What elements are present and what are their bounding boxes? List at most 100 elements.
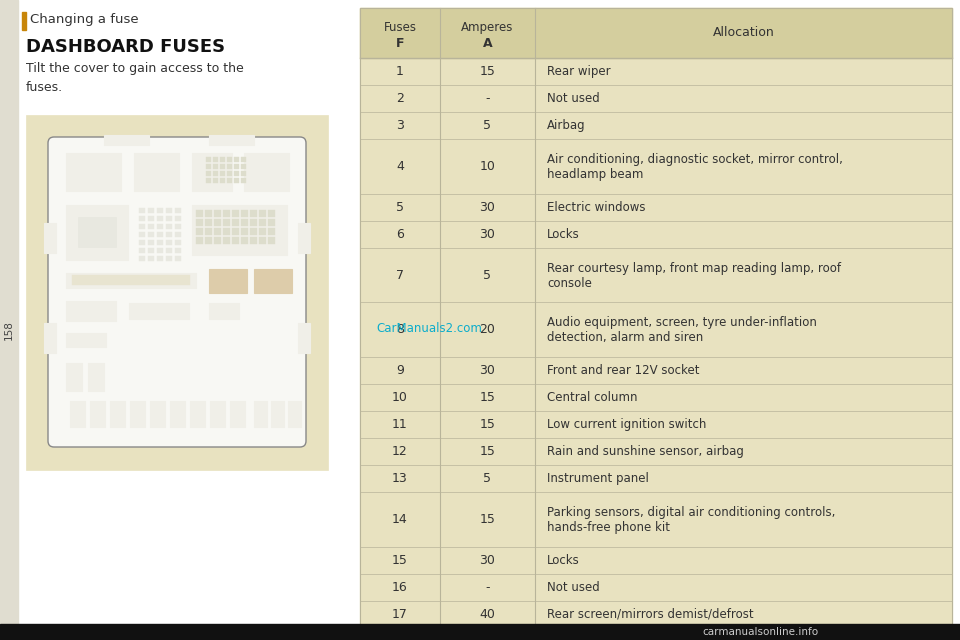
Bar — [360, 8, 952, 628]
Bar — [157, 240, 163, 245]
Text: 30: 30 — [480, 554, 495, 566]
Bar — [148, 224, 154, 229]
Text: 1: 1 — [396, 65, 404, 78]
Bar — [259, 228, 266, 235]
Bar — [205, 237, 212, 244]
Bar — [206, 157, 211, 162]
Bar — [66, 333, 106, 347]
Bar — [250, 228, 257, 235]
Bar — [139, 216, 145, 221]
Bar — [227, 157, 232, 162]
Bar — [241, 219, 248, 226]
Text: 15: 15 — [480, 418, 495, 431]
Bar — [220, 178, 225, 183]
Bar — [148, 240, 154, 245]
Bar — [227, 171, 232, 176]
Bar — [175, 232, 181, 237]
Bar — [148, 256, 154, 261]
Bar — [232, 219, 239, 226]
Text: headlamp beam: headlamp beam — [547, 168, 643, 181]
Bar — [214, 210, 221, 217]
Bar — [254, 269, 292, 293]
Bar — [166, 248, 172, 253]
Bar — [150, 401, 165, 427]
Text: 15: 15 — [392, 554, 408, 566]
Bar — [175, 248, 181, 253]
Bar — [166, 240, 172, 245]
Bar — [166, 232, 172, 237]
Bar — [209, 269, 247, 293]
Text: 30: 30 — [480, 228, 495, 241]
Bar — [175, 224, 181, 229]
Bar — [175, 208, 181, 213]
Bar — [166, 208, 172, 213]
Bar — [213, 171, 218, 176]
Bar — [129, 303, 189, 319]
Text: Air conditioning, diagnostic socket, mirror control,: Air conditioning, diagnostic socket, mir… — [547, 153, 843, 166]
Text: A: A — [483, 37, 492, 50]
Bar — [148, 232, 154, 237]
Bar — [241, 210, 248, 217]
Text: 12: 12 — [392, 445, 408, 458]
Bar — [234, 164, 239, 169]
Bar — [139, 256, 145, 261]
Bar — [166, 224, 172, 229]
Text: 5: 5 — [484, 119, 492, 132]
Bar — [192, 205, 287, 255]
Bar — [220, 164, 225, 169]
Text: 11: 11 — [392, 418, 408, 431]
Bar — [206, 164, 211, 169]
Bar — [66, 273, 196, 288]
Text: carmanualsonline.info: carmanualsonline.info — [702, 627, 818, 637]
Bar — [157, 248, 163, 253]
Text: 17: 17 — [392, 608, 408, 621]
Bar — [241, 171, 246, 176]
Bar — [157, 208, 163, 213]
Bar — [234, 171, 239, 176]
Bar — [205, 219, 212, 226]
Bar — [268, 237, 275, 244]
Bar — [241, 178, 246, 183]
Bar — [110, 401, 125, 427]
Text: 30: 30 — [480, 364, 495, 377]
Bar — [175, 240, 181, 245]
Bar — [196, 219, 203, 226]
Bar — [139, 224, 145, 229]
Bar — [192, 153, 232, 191]
Bar — [223, 237, 230, 244]
Bar — [157, 256, 163, 261]
Bar — [26, 115, 328, 470]
Text: Rear courtesy lamp, front map reading lamp, roof: Rear courtesy lamp, front map reading la… — [547, 262, 841, 275]
Bar — [241, 237, 248, 244]
Text: detection, alarm and siren: detection, alarm and siren — [547, 331, 704, 344]
Bar — [213, 157, 218, 162]
Bar — [223, 219, 230, 226]
Text: Rear wiper: Rear wiper — [547, 65, 611, 78]
Bar — [241, 228, 248, 235]
Bar — [66, 363, 82, 391]
Bar — [223, 228, 230, 235]
Bar — [72, 275, 190, 285]
Text: 3: 3 — [396, 119, 404, 132]
Text: 40: 40 — [480, 608, 495, 621]
Bar — [66, 205, 128, 260]
Bar — [232, 228, 239, 235]
Text: 6: 6 — [396, 228, 404, 241]
Bar — [220, 157, 225, 162]
Bar — [259, 219, 266, 226]
Bar — [157, 224, 163, 229]
Bar — [130, 401, 145, 427]
Bar — [139, 248, 145, 253]
Bar — [214, 237, 221, 244]
Bar — [220, 171, 225, 176]
Text: Fuses: Fuses — [383, 21, 417, 34]
Bar — [213, 178, 218, 183]
Bar — [190, 401, 205, 427]
Bar — [44, 223, 56, 253]
Text: -: - — [485, 580, 490, 594]
Bar — [230, 401, 245, 427]
Text: 5: 5 — [484, 472, 492, 485]
Text: Locks: Locks — [547, 554, 580, 566]
Text: 158: 158 — [4, 320, 14, 340]
Text: 4: 4 — [396, 160, 404, 173]
